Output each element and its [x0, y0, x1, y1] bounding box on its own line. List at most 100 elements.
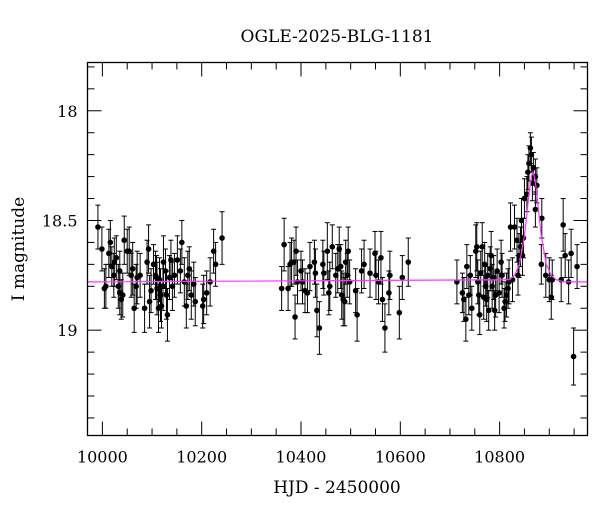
point-marker: [186, 265, 193, 272]
data-point: [171, 252, 178, 298]
point-marker: [477, 270, 484, 276]
data-point: [532, 191, 539, 228]
point-marker: [126, 248, 133, 254]
point-marker: [494, 268, 500, 274]
data-point: [219, 211, 225, 265]
point-marker: [484, 272, 491, 279]
data-point: [341, 277, 348, 327]
point-marker: [321, 270, 327, 276]
point-marker: [160, 259, 167, 265]
point-marker: [354, 312, 360, 318]
data-point: [316, 301, 323, 355]
point-marker: [481, 261, 488, 268]
data-point: [396, 285, 403, 340]
point-marker: [119, 292, 126, 298]
point-marker: [469, 305, 475, 312]
data-point: [509, 257, 516, 303]
data-point: [373, 250, 379, 300]
data-point: [506, 259, 512, 305]
data-point: [549, 259, 556, 300]
point-marker: [199, 303, 206, 309]
point-marker: [399, 274, 406, 281]
data-point: [574, 244, 580, 289]
point-marker: [498, 259, 504, 265]
point-marker: [538, 261, 545, 268]
point-marker: [387, 272, 393, 279]
data-point: [511, 204, 518, 250]
point-marker: [219, 235, 225, 241]
point-marker: [311, 259, 318, 265]
y-axis-label: I magnitude: [9, 197, 29, 301]
model-curve: [87, 170, 588, 283]
point-marker: [461, 296, 467, 303]
point-marker: [150, 261, 157, 268]
data-point: [203, 270, 210, 316]
point-marker: [169, 283, 176, 290]
point-marker: [396, 309, 403, 316]
point-marker: [168, 257, 174, 263]
point-marker: [327, 283, 333, 290]
point-marker: [386, 290, 392, 296]
point-marker: [179, 239, 185, 246]
y-tick-label: 18: [57, 102, 77, 121]
point-marker: [278, 285, 285, 292]
chart-title: OGLE-2025-BLG-1181: [241, 27, 434, 47]
point-marker: [292, 314, 298, 320]
point-marker: [183, 303, 190, 309]
data-point: [521, 178, 528, 219]
point-marker: [145, 246, 152, 252]
point-marker: [518, 217, 525, 224]
data-point: [293, 226, 299, 276]
point-marker: [141, 305, 148, 312]
data-point: [168, 239, 174, 281]
point-marker: [129, 265, 136, 272]
point-marker: [378, 254, 384, 261]
point-marker: [294, 279, 301, 285]
point-marker: [473, 244, 480, 250]
data-point: [469, 285, 475, 331]
data-point: [539, 198, 545, 239]
data-point: [361, 239, 367, 289]
point-marker: [103, 283, 109, 290]
point-marker: [341, 298, 348, 305]
point-marker: [499, 272, 505, 279]
point-marker: [528, 151, 535, 158]
point-marker: [382, 325, 388, 331]
x-tick-label: 10600: [375, 448, 426, 467]
point-marker: [574, 263, 580, 270]
y-tick-label: 19: [57, 321, 77, 340]
point-marker: [483, 296, 490, 303]
y-tick-label: 18.5: [42, 211, 78, 230]
data-point: [473, 222, 480, 272]
data-point: [399, 255, 406, 300]
data-point: [148, 268, 154, 314]
point-marker: [491, 307, 498, 314]
data-point: [177, 248, 184, 294]
data-point: [332, 252, 339, 298]
point-marker: [530, 165, 537, 171]
data-point: [179, 219, 185, 265]
data-point: [367, 248, 373, 298]
plot-frame: [86, 61, 589, 437]
point-marker: [320, 261, 326, 268]
data-point: [207, 257, 213, 307]
point-marker: [532, 206, 539, 213]
point-marker: [171, 272, 178, 279]
point-marker: [568, 250, 574, 257]
data-point: [119, 272, 126, 318]
point-marker: [188, 292, 195, 298]
point-marker: [373, 272, 379, 279]
point-marker: [358, 268, 365, 274]
data-point: [358, 248, 365, 294]
data-point: [285, 266, 291, 311]
point-marker: [485, 307, 492, 314]
point-marker: [505, 285, 511, 292]
point-marker: [312, 270, 319, 276]
data-point: [483, 277, 490, 322]
point-marker: [111, 259, 118, 265]
data-point: [188, 270, 195, 320]
point-marker: [137, 272, 143, 279]
data-point: [281, 217, 287, 272]
data-point: [507, 202, 514, 252]
point-marker: [291, 259, 297, 265]
